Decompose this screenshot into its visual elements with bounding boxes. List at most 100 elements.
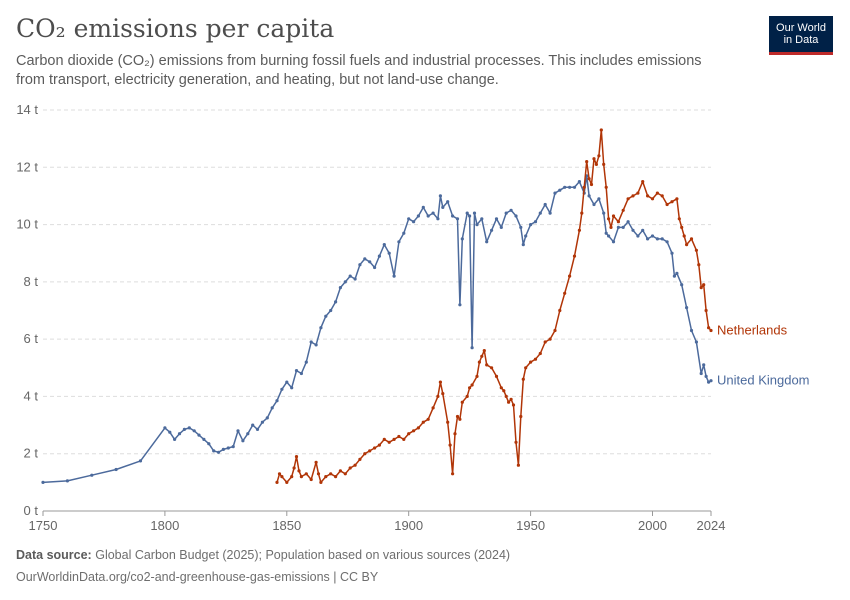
data-point <box>275 399 279 403</box>
data-point <box>607 234 611 238</box>
x-tick-label: 1950 <box>516 518 545 533</box>
data-point <box>577 228 582 232</box>
data-point <box>631 228 635 232</box>
data-point <box>363 257 367 261</box>
data-point <box>65 479 69 483</box>
data-point <box>670 251 674 255</box>
data-point <box>255 427 260 431</box>
data-point <box>604 185 608 189</box>
data-point <box>490 366 494 370</box>
data-point <box>616 225 621 229</box>
data-point <box>702 363 706 367</box>
data-point <box>297 469 301 473</box>
data-point <box>329 472 333 476</box>
data-point <box>458 303 462 307</box>
data-point <box>533 220 538 224</box>
data-point <box>368 449 372 453</box>
data-point <box>426 214 430 218</box>
data-point <box>402 437 406 441</box>
data-point <box>514 440 518 444</box>
series-group <box>41 128 713 484</box>
data-point <box>358 457 362 461</box>
data-point <box>707 380 711 384</box>
data-point <box>280 387 284 391</box>
data-point <box>251 423 255 427</box>
data-point <box>468 214 472 218</box>
data-point <box>163 426 167 430</box>
data-point <box>353 463 357 467</box>
x-tick-label: 1850 <box>272 518 301 533</box>
data-point <box>599 128 603 132</box>
data-point <box>646 237 650 241</box>
data-point <box>665 240 669 244</box>
data-point <box>363 452 367 456</box>
series-label[interactable]: United Kingdom <box>717 373 810 388</box>
data-point <box>207 442 211 446</box>
data-point <box>334 475 338 479</box>
data-point <box>453 432 457 436</box>
grid-lines <box>43 109 711 512</box>
series-labels[interactable]: United Kingdom Netherlands <box>717 323 810 388</box>
data-point <box>594 162 599 166</box>
y-tick-label: 0 t <box>24 503 39 518</box>
data-point <box>324 475 328 479</box>
data-point <box>470 383 474 387</box>
data-point <box>182 427 186 431</box>
data-point <box>260 420 264 424</box>
data-point <box>538 351 542 356</box>
data-point <box>538 211 542 215</box>
y-tick-label: 12 t <box>16 159 38 174</box>
data-point <box>392 274 396 278</box>
data-point <box>294 369 299 373</box>
data-point <box>558 188 562 192</box>
data-point <box>480 354 484 358</box>
data-point <box>572 254 577 258</box>
data-point <box>621 208 625 212</box>
data-point <box>270 406 274 410</box>
data-point <box>641 180 645 184</box>
chart-subtitle: Carbon dioxide (CO₂) emissions from burn… <box>16 53 702 88</box>
data-point <box>677 217 681 221</box>
data-point <box>585 160 589 164</box>
data-point <box>543 340 547 344</box>
data-point <box>407 432 411 436</box>
data-point <box>421 420 425 424</box>
data-point <box>338 286 342 290</box>
data-point <box>529 360 533 364</box>
x-tick-label: 2000 <box>638 518 667 533</box>
data-point <box>358 263 362 267</box>
data-point <box>529 223 533 227</box>
data-point <box>451 472 455 476</box>
data-point <box>568 274 572 278</box>
data-point <box>577 180 582 184</box>
logo-line-2: in Data <box>783 34 819 46</box>
data-point <box>468 386 472 390</box>
x-tick-label: 1750 <box>29 518 58 533</box>
data-source-label: Data source: <box>16 548 92 562</box>
data-point <box>431 211 435 215</box>
data-point <box>353 277 357 281</box>
data-point <box>521 243 525 247</box>
data-source: Data source: Global Carbon Budget (2025)… <box>16 548 510 562</box>
data-point <box>416 426 420 430</box>
series-label[interactable]: Netherlands <box>717 323 788 338</box>
source-url[interactable]: OurWorldinData.org/co2-and-greenhouse-ga… <box>16 570 379 584</box>
series-line <box>42 175 712 484</box>
data-point <box>655 191 660 195</box>
data-point <box>382 437 386 441</box>
y-axis-ticks: 0 t 2 t 4 t 6 t 8 t 10 t 12 t 14 t <box>16 102 38 518</box>
data-point <box>309 477 313 482</box>
data-point <box>675 271 679 275</box>
data-point <box>685 306 689 310</box>
x-axis-ticks: 1750 1800 1850 1900 1950 2000 2024 <box>29 511 725 533</box>
data-point <box>304 472 308 476</box>
data-point <box>465 211 469 215</box>
owid-logo[interactable]: Our World in Data <box>769 16 833 55</box>
data-point <box>465 394 469 398</box>
data-point <box>524 234 528 238</box>
y-tick-label: 6 t <box>24 331 39 346</box>
data-point <box>216 450 221 454</box>
data-point <box>689 328 694 333</box>
data-point <box>533 357 538 361</box>
data-point <box>290 475 294 479</box>
